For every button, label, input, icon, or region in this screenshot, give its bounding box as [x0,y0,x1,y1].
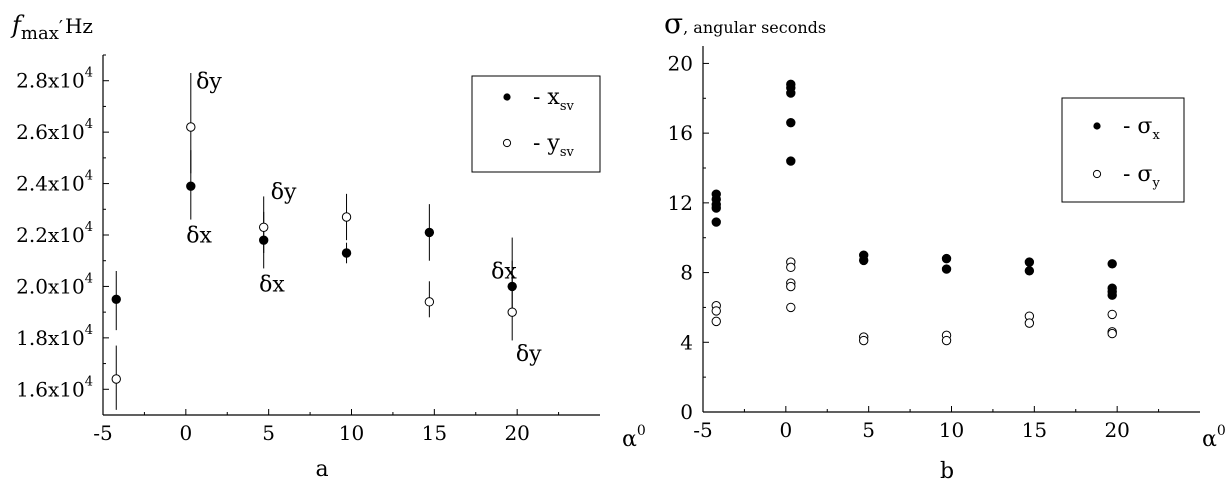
series-filled [711,79,1117,300]
data-point-open [858,335,869,346]
data-point-filled [786,117,796,128]
data-point-filled [341,248,352,258]
data-point-filled [786,88,796,98]
data-point-open [711,316,721,327]
y-tick-label: 4 [680,330,693,354]
annotation-label: δx [186,224,212,249]
data-point-filled [1024,257,1035,267]
legend-entry: - σy [1123,162,1160,191]
panel-label: b [940,459,954,484]
x-tick-label: 5 [262,421,275,445]
annotation-label: δy [271,180,297,205]
data-point-filled [424,227,435,238]
x-tick-label: 10 [339,421,364,445]
data-point-open [111,374,121,384]
y-tick-label: 2.8x104 [16,66,93,93]
annotation-label: δy [516,342,542,367]
y-tick-label: 12 [668,191,693,215]
series-open [111,73,517,410]
data-point-open [424,297,435,307]
legend-box [1061,97,1185,203]
data-point-open [711,306,721,316]
x-tick-label: 5 [862,418,875,442]
data-point-open [1107,309,1117,320]
legend-box [471,75,601,173]
y-tick-label: 2.0x104 [16,271,93,298]
data-point-open [258,222,269,232]
x-tick-label: 0 [179,421,192,445]
data-point-open [786,302,796,313]
data-point-filled [858,255,869,266]
data-point-filled [1024,266,1035,276]
data-point-filled [941,253,952,264]
data-point-open [941,335,952,346]
legend-entry: - σx [1123,114,1160,143]
data-point-filled [186,181,196,191]
y-tick-label: 8 [680,261,693,285]
x-axis-label: α0 [622,423,646,452]
data-point-open [786,262,796,273]
series-open [711,257,1117,346]
y-tick-label: 2.2x104 [16,220,93,247]
y-tick-label: 1.8x104 [16,323,93,350]
data-point-open [507,307,517,317]
series-filled [111,150,517,331]
annotation-label: δy [196,69,222,94]
y-tick-label: 2.4x104 [16,169,93,196]
x-tick-label: 20 [504,421,529,445]
x-axis-label: α0 [1202,423,1226,452]
y-tick-label: 1.6x104 [16,374,93,401]
legend: - xsv - ysv [471,75,601,173]
data-point-filled [711,217,721,227]
x-tick-label: 0 [779,418,792,442]
legend-marker-open [1092,169,1102,179]
y-axis-label: σ, angular seconds [664,7,826,40]
legend-marker-filled [1093,122,1101,130]
y-tick-label: 2.6x104 [16,117,93,144]
x-tick-label: -5 [693,418,712,442]
y-axis-label: fmax′ Hz [10,11,93,44]
data-point-open [786,281,796,292]
annotation-label: δx [259,273,285,298]
data-point-filled [786,156,796,166]
data-point-open [186,122,196,132]
legend-entry: - xsv [533,85,575,114]
data-point-filled [941,264,952,274]
data-point-open [341,212,352,222]
y-tick-label: 20 [668,51,693,75]
panel-label: a [315,457,328,482]
legend-marker-open [502,138,512,148]
data-point-open [1107,328,1117,339]
legend: - σx - σy [1061,97,1185,203]
legend-entry: - ysv [533,131,575,160]
x-tick-label: -5 [93,421,112,445]
x-tick-label: 15 [422,421,447,445]
x-tick-label: 15 [1022,418,1047,442]
data-point-filled [711,203,721,213]
annotation-label: δx [491,260,517,285]
y-tick-label: 16 [668,121,693,145]
data-point-open [1024,318,1035,328]
x-tick-label: 20 [1104,418,1129,442]
panel-a: -5 0 5 10 15 20 1.6x104 1.8x104 2.0x104 2.2x104 2.… [10,11,646,482]
legend-marker-filled [503,93,511,101]
data-point-filled [1107,290,1117,300]
x-tick-label: 10 [939,418,964,442]
y-tick-label: 0 [680,400,693,424]
data-point-filled [1107,259,1117,269]
data-point-filled [111,294,121,304]
